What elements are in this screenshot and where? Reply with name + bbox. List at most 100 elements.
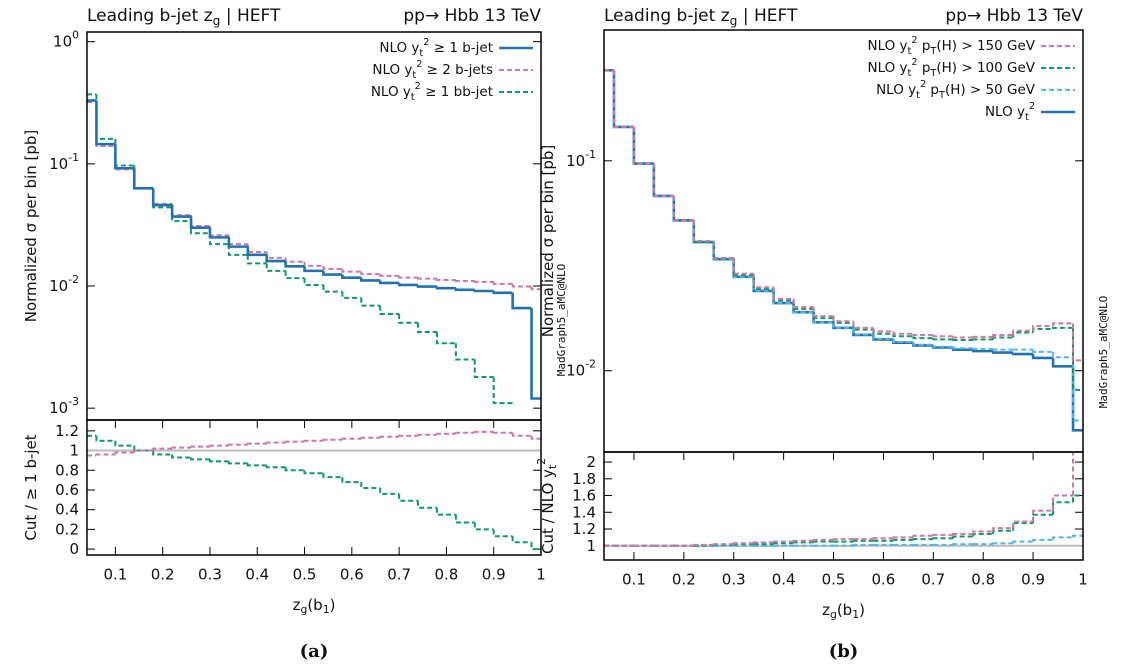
legend-label-part: ≥ 1 bb-jet <box>421 84 493 100</box>
x-axis-label: zg(b1) <box>822 601 865 622</box>
x-tick-label: 0.3 <box>198 566 222 584</box>
x-tick-label: 0.6 <box>340 566 364 584</box>
legend-label-part: t <box>908 46 912 57</box>
legend-label-part: T <box>929 46 936 57</box>
histogram-step <box>692 220 714 244</box>
histogram-step <box>284 467 305 472</box>
legend-label-part: t <box>412 70 416 81</box>
histogram-step <box>952 336 974 339</box>
x-axis-label-part: z <box>822 601 830 619</box>
histogram-step <box>892 538 914 541</box>
histogram-step <box>872 334 894 340</box>
histogram-step <box>398 493 419 502</box>
chart-title-part: Leading b-jet z <box>604 6 730 26</box>
x-tick-label: 0.2 <box>672 571 696 589</box>
x-tick-label: 0.5 <box>822 571 846 589</box>
histogram-step <box>95 94 116 140</box>
histogram-step <box>692 220 714 244</box>
histogram-step <box>1011 352 1034 356</box>
x-tick-label: 0.7 <box>387 566 411 584</box>
histogram-step <box>991 351 1014 354</box>
histogram-step <box>772 290 794 305</box>
histogram-step <box>133 169 154 190</box>
y-axis-label-part: Normalized σ per bin [pb] <box>539 145 557 338</box>
y-axis-label-part: 2 <box>535 458 548 465</box>
histogram-step <box>772 540 794 543</box>
histogram-step <box>132 168 154 190</box>
histogram-step <box>511 432 532 437</box>
y-tick-label: 10-3 <box>49 395 79 417</box>
histogram-step <box>1032 349 1054 353</box>
y-tick-label-part: 0.4 <box>55 500 79 518</box>
y-tick-label: 10-2 <box>49 273 79 295</box>
histogram-step <box>632 126 654 165</box>
histogram-step <box>114 440 135 447</box>
histogram-step <box>359 277 381 282</box>
histogram-step <box>952 535 974 539</box>
histogram-step <box>152 188 173 209</box>
histogram-step <box>530 542 541 551</box>
y-tick-label: 1.6 <box>572 486 596 504</box>
legend-label-part: p <box>926 82 939 98</box>
x-axis-label-part: (b <box>837 601 852 619</box>
histogram-step <box>492 529 513 538</box>
histogram-step <box>712 240 734 259</box>
histogram-step <box>322 265 343 270</box>
histogram-step <box>341 437 362 440</box>
histogram-step <box>852 543 874 546</box>
histogram-step <box>397 282 419 287</box>
histogram-step <box>246 244 267 253</box>
histogram-step <box>992 333 1014 337</box>
histogram-step <box>190 457 210 461</box>
chart-title-part: | HEFT <box>220 6 281 26</box>
histogram-step <box>792 541 814 544</box>
histogram-step <box>1051 357 1074 368</box>
histogram-step <box>492 376 513 405</box>
histogram-step <box>417 277 437 280</box>
histogram-step <box>171 203 192 217</box>
y-tick-label: 100 <box>53 29 79 51</box>
histogram-step <box>95 453 116 456</box>
x-tick-label: 0.4 <box>245 566 269 584</box>
y-tick-label-part: 0.2 <box>55 520 79 538</box>
histogram-step <box>912 534 934 538</box>
histogram-step <box>360 297 381 307</box>
y-tick-label: 0.8 <box>55 461 79 479</box>
histogram-step <box>1052 501 1074 515</box>
legend-label-part: ≥ 1 b-jet <box>429 40 493 56</box>
histogram-step <box>952 339 974 342</box>
y-axis-label-part: t <box>546 465 559 469</box>
y-tick-label: 1.2 <box>55 421 79 439</box>
histogram-step <box>652 163 674 197</box>
plot-frame <box>603 451 1084 561</box>
histogram-step <box>246 246 267 257</box>
histogram-step <box>812 307 834 318</box>
legend-label-part: NLO y <box>868 60 908 76</box>
histogram-step <box>612 70 634 129</box>
histogram-step <box>151 188 173 207</box>
caption: (b) <box>829 641 859 662</box>
histogram-step <box>303 278 324 286</box>
x-tick-label: 0.1 <box>103 566 127 584</box>
histogram-step <box>752 275 774 291</box>
histogram-step <box>1032 513 1054 524</box>
histogram-step <box>152 188 173 205</box>
histogram-step <box>972 335 994 338</box>
histogram-step <box>1052 322 1074 327</box>
legend-label-part: ≥ 2 b-jets <box>422 62 493 78</box>
legend-label-part: NLO y <box>379 40 419 56</box>
histogram-step <box>752 541 774 544</box>
histogram-step <box>632 126 654 165</box>
legend-label: NLO yt2 ≥ 1 bb-jet <box>371 81 493 103</box>
histogram-step <box>1012 522 1034 531</box>
legend-label-part: p <box>918 38 931 54</box>
histogram-step <box>992 336 1014 340</box>
legend-label: NLO yt2 ≥ 2 b-jets <box>372 59 493 81</box>
histogram-step <box>792 298 814 309</box>
y-tick-label-part: 0 <box>69 540 79 558</box>
histogram-step <box>1012 329 1034 335</box>
chart-title-part: g <box>213 14 221 28</box>
legend-label-part: t <box>908 68 912 79</box>
x-axis-label-part: ) <box>859 601 865 619</box>
